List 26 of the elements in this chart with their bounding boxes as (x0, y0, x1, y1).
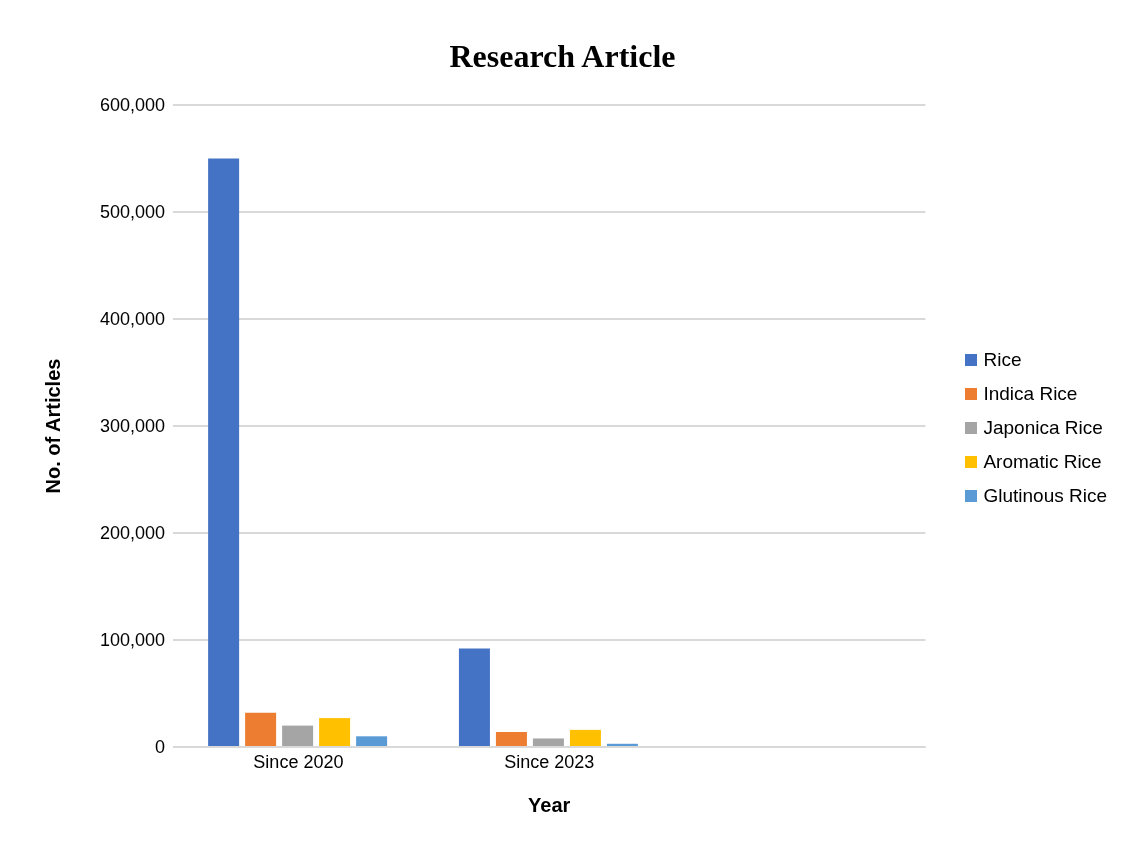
legend-label: Rice (983, 347, 1022, 372)
y-tick-label: 400,000 (99, 309, 165, 330)
legend-label: Glutinous Rice (983, 483, 1107, 508)
y-tick-label: 100,000 (99, 630, 165, 651)
legend-label: Aromatic Rice (983, 449, 1102, 474)
bar (569, 729, 601, 747)
bar (356, 736, 388, 747)
bar (458, 648, 490, 747)
x-tick-label: Since 2023 (504, 751, 595, 772)
bar (495, 732, 527, 747)
y-tick-label: 600,000 (99, 95, 165, 116)
legend-label: Japonica Rice (983, 415, 1103, 440)
bar (208, 158, 240, 747)
legend-label: Indica Rice (983, 381, 1078, 406)
x-axis-title: Year (528, 794, 571, 816)
bar (282, 725, 314, 747)
bar (532, 738, 564, 747)
y-tick-label: 0 (154, 737, 165, 758)
y-tick-label: 300,000 (99, 416, 165, 437)
y-tick-label: 500,000 (99, 202, 165, 223)
bar (245, 712, 277, 747)
chart-title: Research Article (448, 38, 677, 75)
x-tick-label: Since 2020 (253, 751, 344, 772)
y-axis-title: No. of Articles (42, 358, 65, 494)
bar (319, 718, 351, 747)
y-tick-label: 200,000 (99, 523, 165, 544)
